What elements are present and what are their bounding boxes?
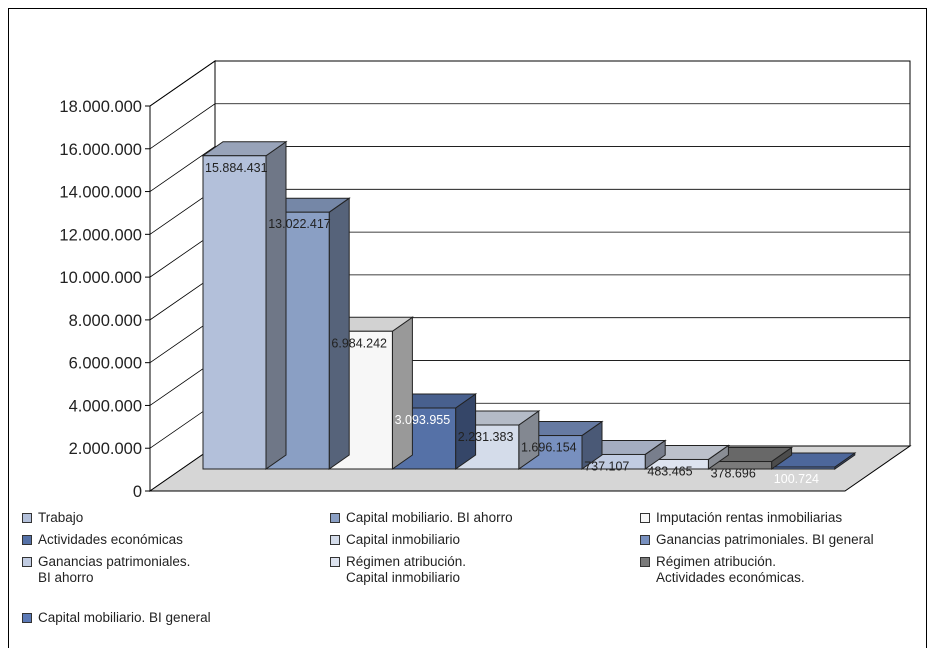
bar-value-label: 1.696.154 <box>521 441 577 455</box>
bar <box>202 155 267 470</box>
bar-value-label: 2.231.383 <box>458 430 514 444</box>
bar <box>771 466 836 470</box>
bar-value-label: 737.107 <box>584 459 629 473</box>
gridline <box>149 103 910 150</box>
y-tick-label: 14.000.000 <box>59 184 142 202</box>
bar-side <box>391 316 413 470</box>
bar-side <box>328 197 350 470</box>
y-tick-label: 8.000.000 <box>69 312 142 330</box>
gridline <box>149 146 910 192</box>
bar-value-label: 378.696 <box>711 467 756 481</box>
gridline <box>149 60 910 107</box>
bar-value-label: 15.884.431 <box>205 161 268 175</box>
y-tick-label: 6.000.000 <box>69 355 142 373</box>
y-tick-label: 18.000.000 <box>59 98 142 116</box>
y-tick-label: 16.000.000 <box>59 141 142 159</box>
bar-value-label: 6.984.242 <box>331 336 387 350</box>
bar-value-label: 13.022.417 <box>268 217 331 231</box>
y-tick-label: 0 <box>133 483 142 501</box>
bar-value-label: 3.093.955 <box>395 413 451 427</box>
y-tick-label: 4.000.000 <box>69 397 142 415</box>
bar-side <box>265 140 287 470</box>
bar-value-label: 483.465 <box>647 464 692 478</box>
y-tick-label: 2.000.000 <box>69 440 142 458</box>
y-tick-label: 10.000.000 <box>59 269 142 287</box>
bar-value-label: 100.724 <box>774 472 819 486</box>
y-tick-label: 12.000.000 <box>59 226 142 244</box>
chart-frame <box>8 8 927 648</box>
